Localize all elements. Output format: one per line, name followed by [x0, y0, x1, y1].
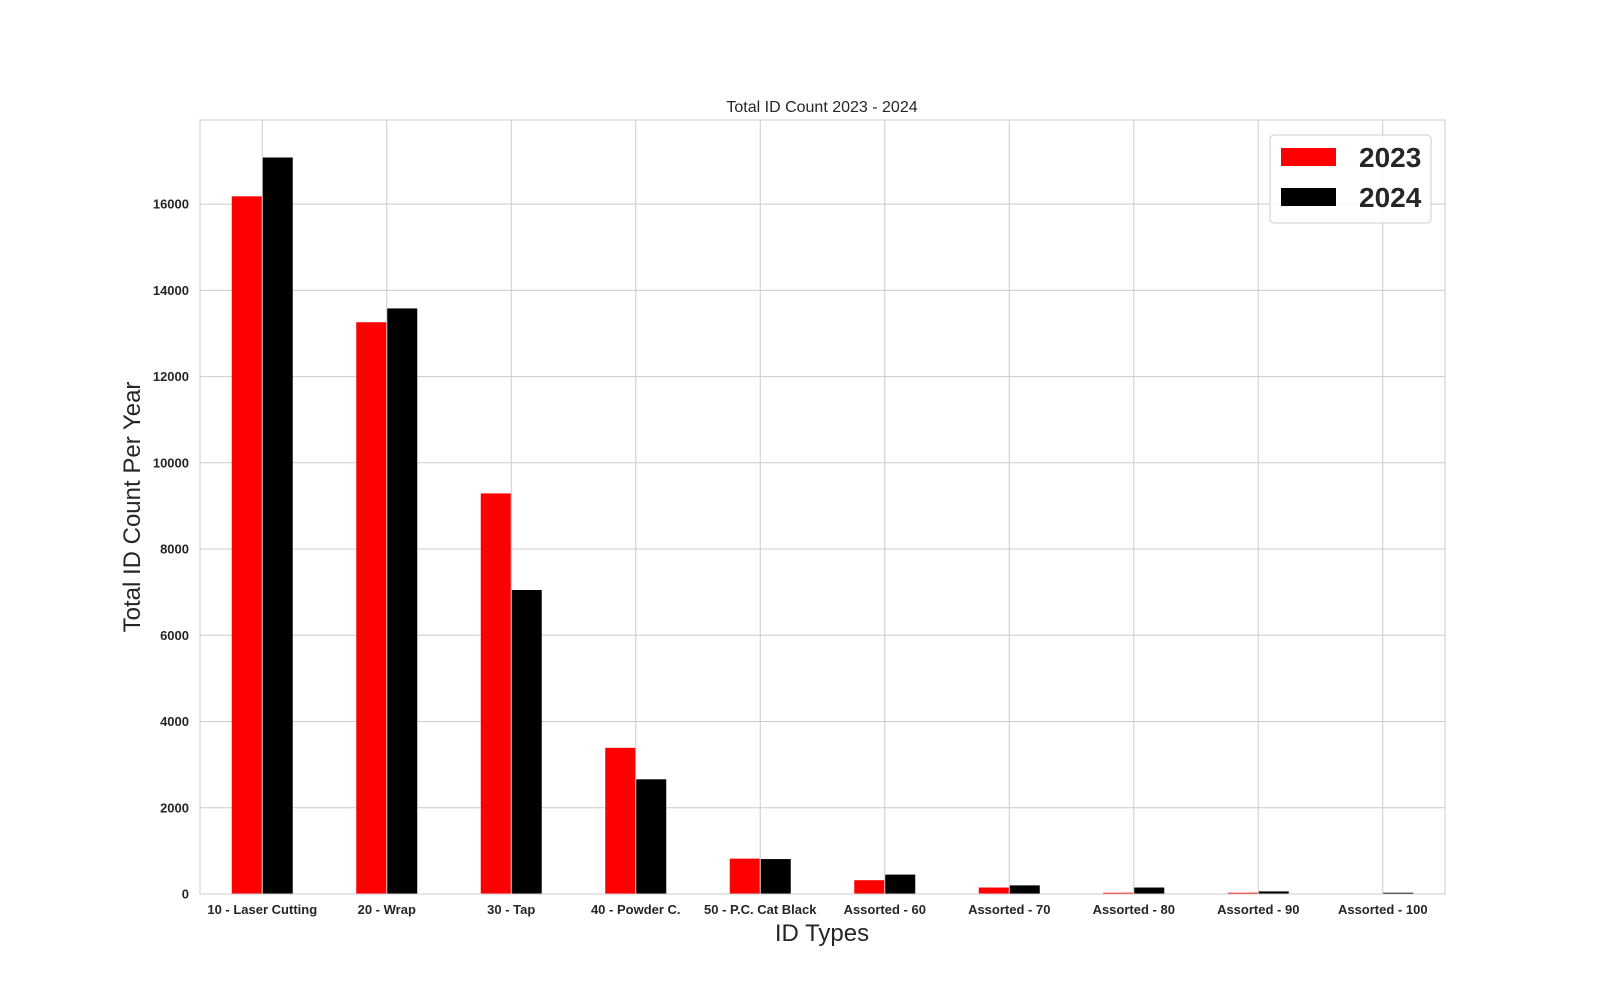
y-tick-label: 12000 — [153, 369, 189, 384]
bar-2023 — [480, 493, 511, 894]
x-tick-label: 40 - Powder C. — [591, 902, 681, 917]
bar-2023 — [978, 887, 1009, 894]
x-tick-labels: 10 - Laser Cutting 20 - Wrap 30 - Tap 40 - … — [207, 902, 1427, 917]
bar-2024 — [262, 157, 293, 894]
bar-2023 — [1227, 892, 1258, 894]
bar-2024 — [1134, 887, 1165, 894]
bar-2023 — [231, 196, 262, 894]
bar-2024 — [1383, 892, 1414, 894]
legend-label-2024: 2024 — [1359, 182, 1422, 213]
plot-frame — [199, 119, 1446, 895]
bar-2023 — [854, 880, 885, 894]
bars — [231, 157, 1414, 894]
x-tick-label: 30 - Tap — [487, 902, 535, 917]
bar-2023 — [605, 747, 636, 894]
y-tick-labels: 0 2000 4000 6000 8000 10000 12000 14000 16000 — [153, 197, 189, 902]
bar-2024 — [511, 590, 542, 894]
legend-swatch-2023 — [1281, 148, 1336, 166]
y-tick-label: 2000 — [160, 800, 189, 815]
bar-2023 — [1103, 892, 1134, 894]
x-tick-label: Assorted - 70 — [968, 902, 1050, 917]
legend-label-2023: 2023 — [1359, 142, 1421, 173]
x-tick-label: Assorted - 80 — [1093, 902, 1175, 917]
x-tick-label: Assorted - 100 — [1338, 902, 1428, 917]
y-tick-label: 6000 — [160, 628, 189, 643]
bar-2023 — [356, 322, 387, 894]
x-tick-label: Assorted - 90 — [1217, 902, 1299, 917]
x-tick-label: 50 - P.C. Cat Black — [704, 902, 817, 917]
bar-2024 — [885, 874, 916, 894]
x-tick-label: 20 - Wrap — [358, 902, 416, 917]
y-tick-label: 8000 — [160, 542, 189, 557]
y-axis-label: Total ID Count Per Year — [119, 382, 146, 633]
x-axis-label: ID Types — [775, 920, 869, 947]
bar-2023 — [729, 858, 760, 894]
legend-swatch-2024 — [1281, 188, 1336, 206]
y-tick-label: 4000 — [160, 714, 189, 729]
y-tick-label: 14000 — [153, 283, 189, 298]
bar-2024 — [1258, 891, 1289, 894]
y-tick-label: 0 — [182, 887, 189, 902]
bar-2024 — [387, 308, 418, 894]
y-tick-label: 10000 — [153, 455, 189, 470]
bar-2024 — [1009, 885, 1040, 894]
bar-2024 — [760, 859, 791, 894]
x-tick-label: 10 - Laser Cutting — [207, 902, 317, 917]
x-tick-label: Assorted - 60 — [844, 902, 926, 917]
y-tick-label: 16000 — [153, 197, 189, 212]
grid-lines — [200, 120, 1445, 895]
chart-title: Total ID Count 2023 - 2024 — [726, 99, 917, 116]
bar-2024 — [636, 779, 667, 894]
legend: 2023 2024 — [1269, 134, 1432, 224]
